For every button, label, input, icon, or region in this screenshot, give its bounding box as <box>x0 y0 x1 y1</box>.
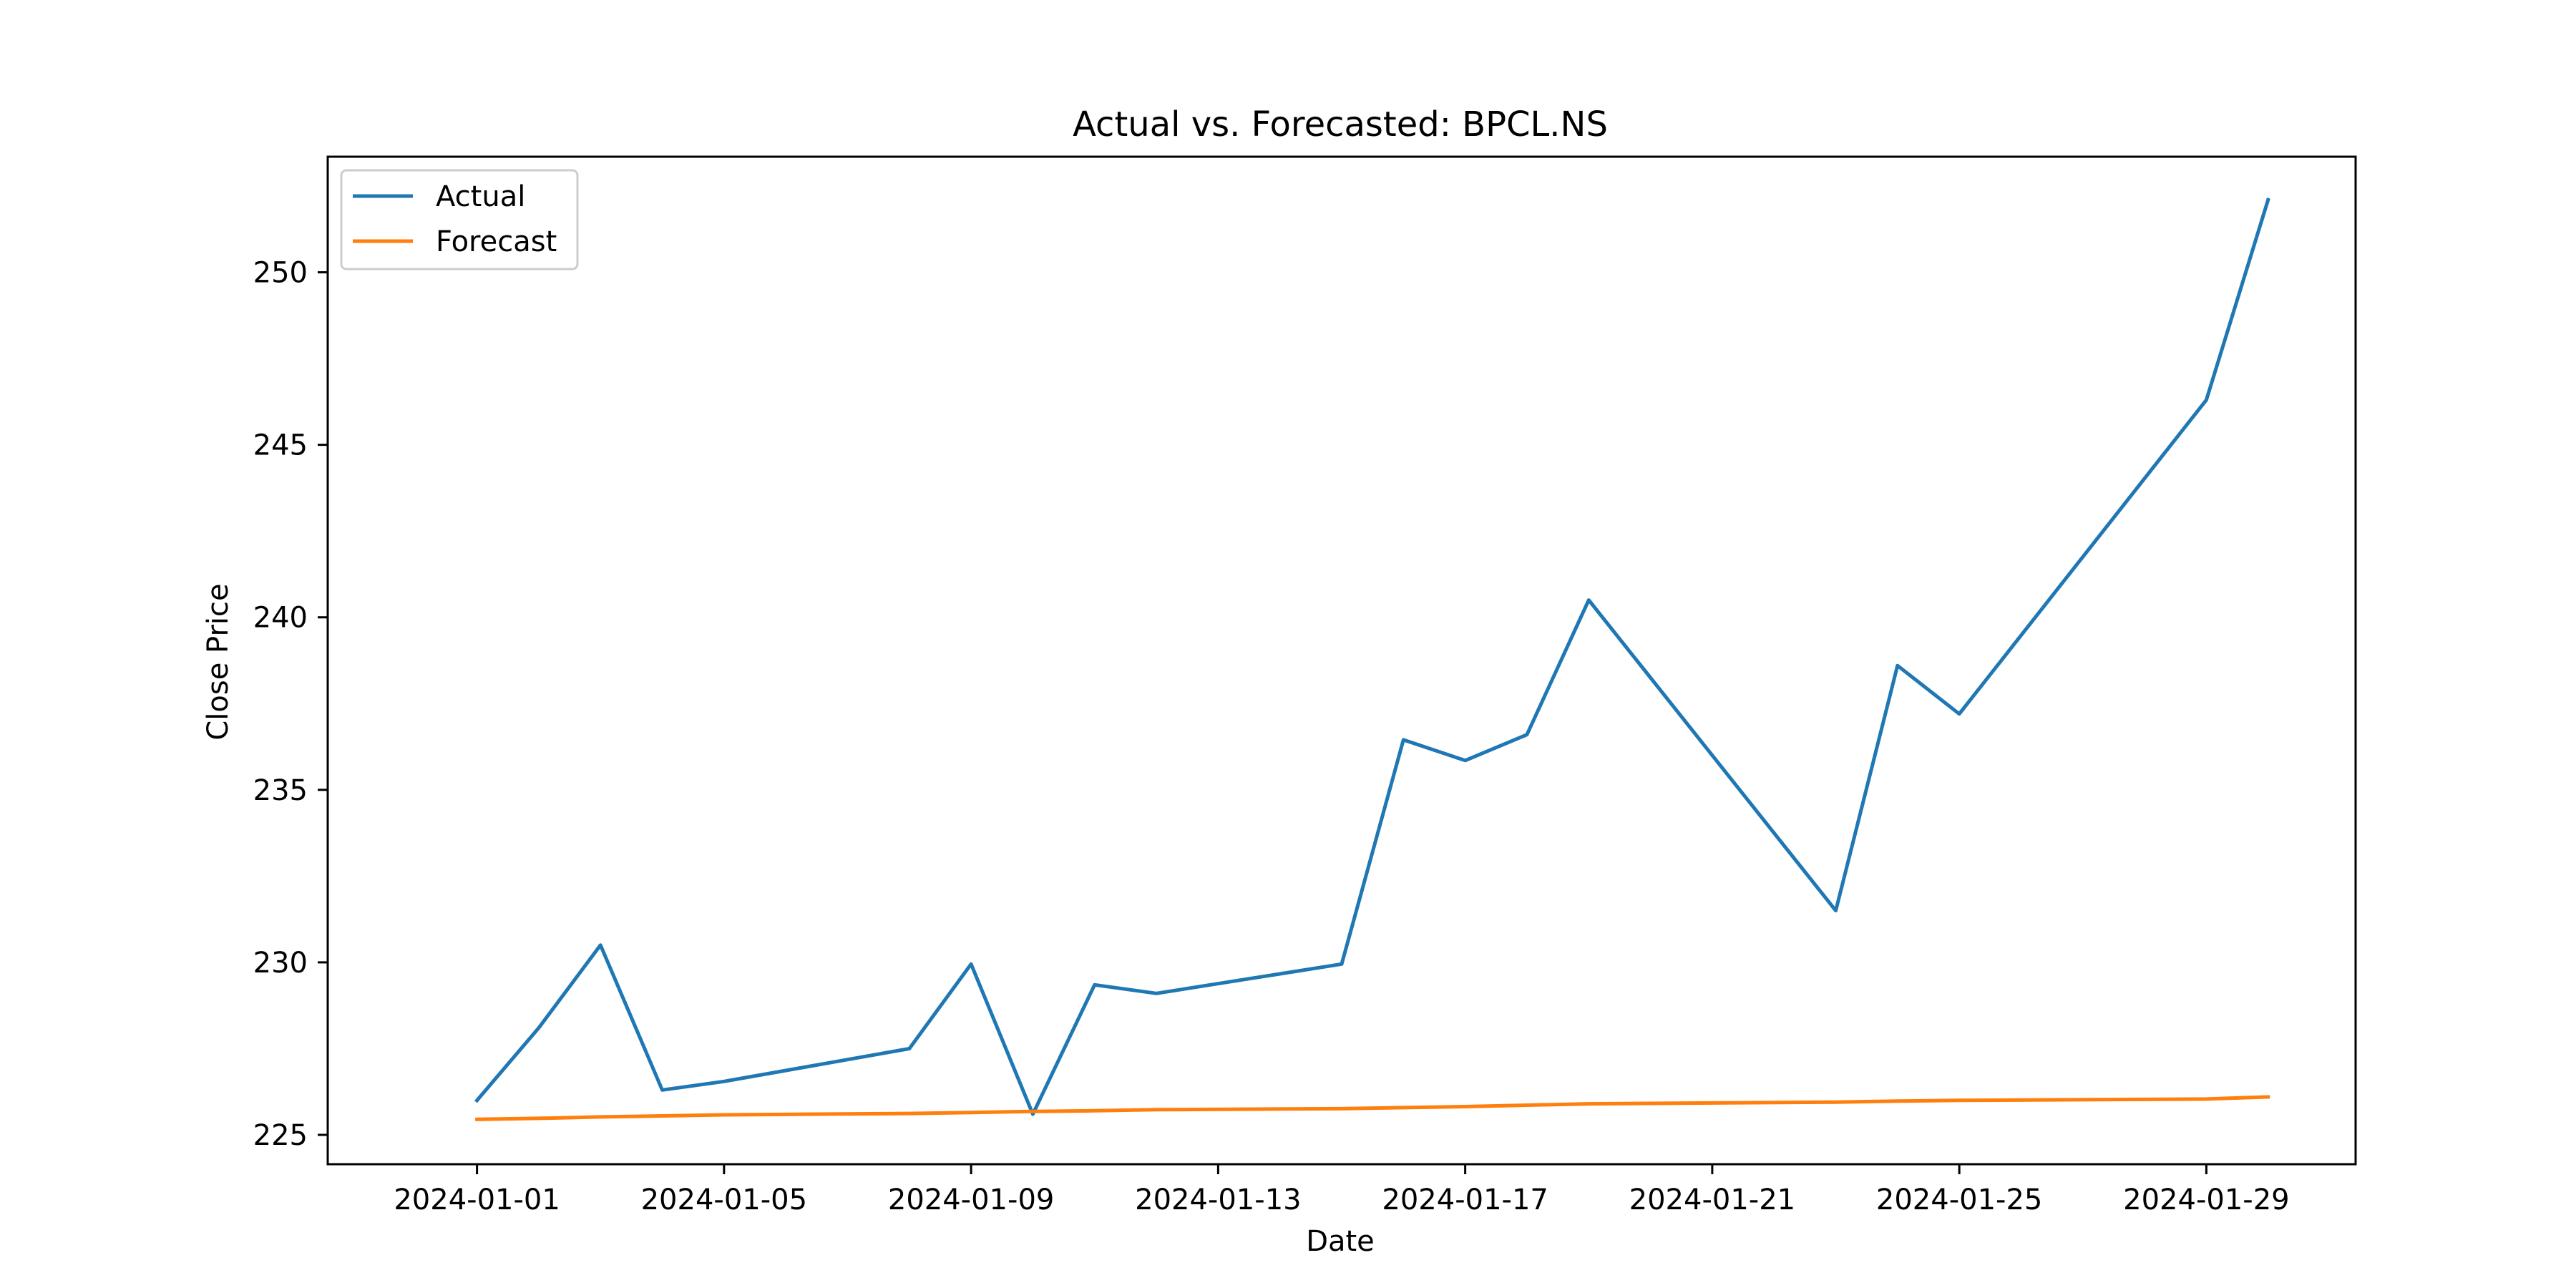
y-tick-label: 225 <box>253 1119 308 1152</box>
x-axis-title: Date <box>1306 1225 1375 1258</box>
plot-area <box>326 155 2357 1166</box>
y-tick-label: 245 <box>253 429 308 462</box>
x-axis: 2024-01-01 2024-01-05 2024-01-09 2024-01-13… <box>394 1164 2290 1216</box>
x-tick-label: 2024-01-17 <box>1382 1184 1548 1216</box>
x-tick-label: 2024-01-25 <box>1876 1184 2042 1216</box>
x-tick-label: 2024-01-05 <box>641 1184 807 1216</box>
legend-label-actual: Actual <box>436 180 525 213</box>
chart-title: Actual vs. Forecasted: BPCL.NS <box>1073 104 1608 145</box>
x-tick-label: 2024-01-29 <box>2123 1184 2289 1216</box>
y-tick-label: 240 <box>253 602 308 635</box>
legend: Actual Forecast <box>340 169 579 270</box>
series-line-forecast <box>475 1095 2270 1121</box>
y-tick-label: 235 <box>253 774 308 807</box>
legend-label-forecast: Forecast <box>436 225 557 258</box>
series-line-actual <box>474 197 2270 1116</box>
y-axis-title: Close Price <box>202 583 235 740</box>
x-tick-label: 2024-01-09 <box>888 1184 1054 1216</box>
y-tick-label: 230 <box>253 947 308 980</box>
x-tick-label: 2024-01-01 <box>394 1184 560 1216</box>
y-axis: 225 230 235 240 245 250 <box>253 257 328 1152</box>
plot-frame <box>326 155 2357 1166</box>
y-tick-label: 250 <box>253 257 308 290</box>
x-tick-label: 2024-01-21 <box>1629 1184 1795 1216</box>
x-tick-label: 2024-01-13 <box>1135 1184 1301 1216</box>
